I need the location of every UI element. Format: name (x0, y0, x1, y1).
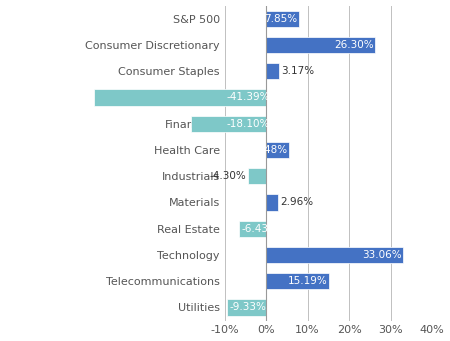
Text: -41.39%: -41.39% (227, 92, 270, 102)
Text: -9.33%: -9.33% (230, 302, 266, 312)
Bar (266, 142, 289, 158)
Bar (227, 299, 266, 315)
Bar (266, 11, 299, 27)
Bar (266, 247, 403, 263)
Text: 2.96%: 2.96% (280, 197, 313, 207)
Bar (94, 89, 266, 106)
Text: -6.43%: -6.43% (241, 224, 278, 234)
Bar (248, 168, 266, 184)
Text: -4.30%: -4.30% (210, 171, 247, 181)
Bar (266, 63, 279, 79)
Text: 33.06%: 33.06% (362, 250, 401, 260)
Text: 7.85%: 7.85% (264, 14, 297, 24)
Bar (266, 273, 329, 290)
Text: 15.19%: 15.19% (288, 276, 328, 286)
Bar (191, 116, 266, 132)
Bar (266, 37, 375, 53)
Text: -18.10%: -18.10% (227, 119, 270, 129)
Text: 5.48%: 5.48% (254, 145, 287, 155)
Text: 3.17%: 3.17% (281, 66, 314, 76)
Bar (239, 221, 266, 237)
Text: 26.30%: 26.30% (334, 40, 373, 50)
Bar (266, 194, 278, 211)
